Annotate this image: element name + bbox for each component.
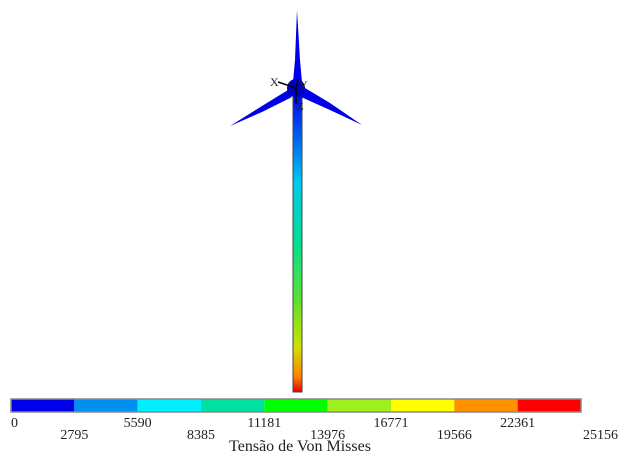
legend-tick-label: 16771: [374, 416, 409, 431]
legend-swatch: [138, 399, 201, 412]
legend-swatch: [518, 399, 581, 412]
legend-tick-label: 19566: [437, 428, 472, 443]
legend-swatch: [391, 399, 454, 412]
legend-swatch: [201, 399, 264, 412]
legend-tick-label: 0: [11, 416, 18, 431]
blade: [293, 10, 302, 82]
legend-swatch: [11, 399, 74, 412]
legend-tick-label: 5590: [124, 416, 152, 431]
turbine: X Y Z: [230, 10, 362, 392]
axis-label: Y: [299, 78, 308, 92]
axis-label: Z: [297, 101, 304, 113]
blade: [301, 88, 362, 125]
tower: [293, 92, 302, 392]
page: X Y Z 0279555908385111811397616771195662…: [0, 0, 622, 457]
legend-tick-label: 8385: [187, 428, 215, 443]
legend-tick-label: 2795: [60, 428, 88, 443]
legend-swatch: [264, 399, 327, 412]
axis-label: X: [270, 75, 279, 89]
legend-tick-label: 11181: [247, 416, 281, 431]
color-legend: 0279555908385111811397616771195662236125…: [11, 399, 618, 443]
legend-swatch: [454, 399, 517, 412]
legend-tick-label: 22361: [500, 416, 535, 431]
legend-title: Tensão de Von Misses: [229, 438, 371, 455]
legend-tick-label: 25156: [583, 428, 618, 443]
legend-swatch: [74, 399, 137, 412]
legend-swatch: [328, 399, 391, 412]
blade: [230, 90, 292, 126]
